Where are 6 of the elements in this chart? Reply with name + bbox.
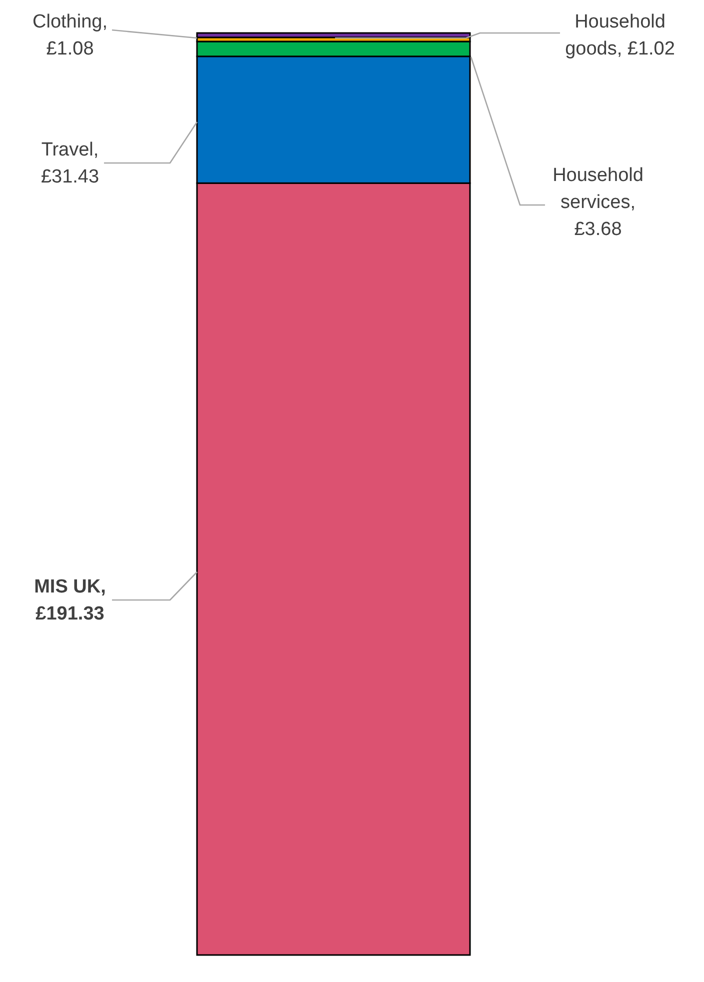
data-label: Household services, £3.68 xyxy=(552,165,644,240)
data-label: Household goods, £1.02 xyxy=(565,12,675,60)
data-label: Clothing, £1.08 xyxy=(32,12,108,60)
data-label: Travel, £31.43 xyxy=(40,140,100,188)
bar xyxy=(196,32,471,38)
data-label: MIS UK, £191.33 xyxy=(34,576,106,624)
